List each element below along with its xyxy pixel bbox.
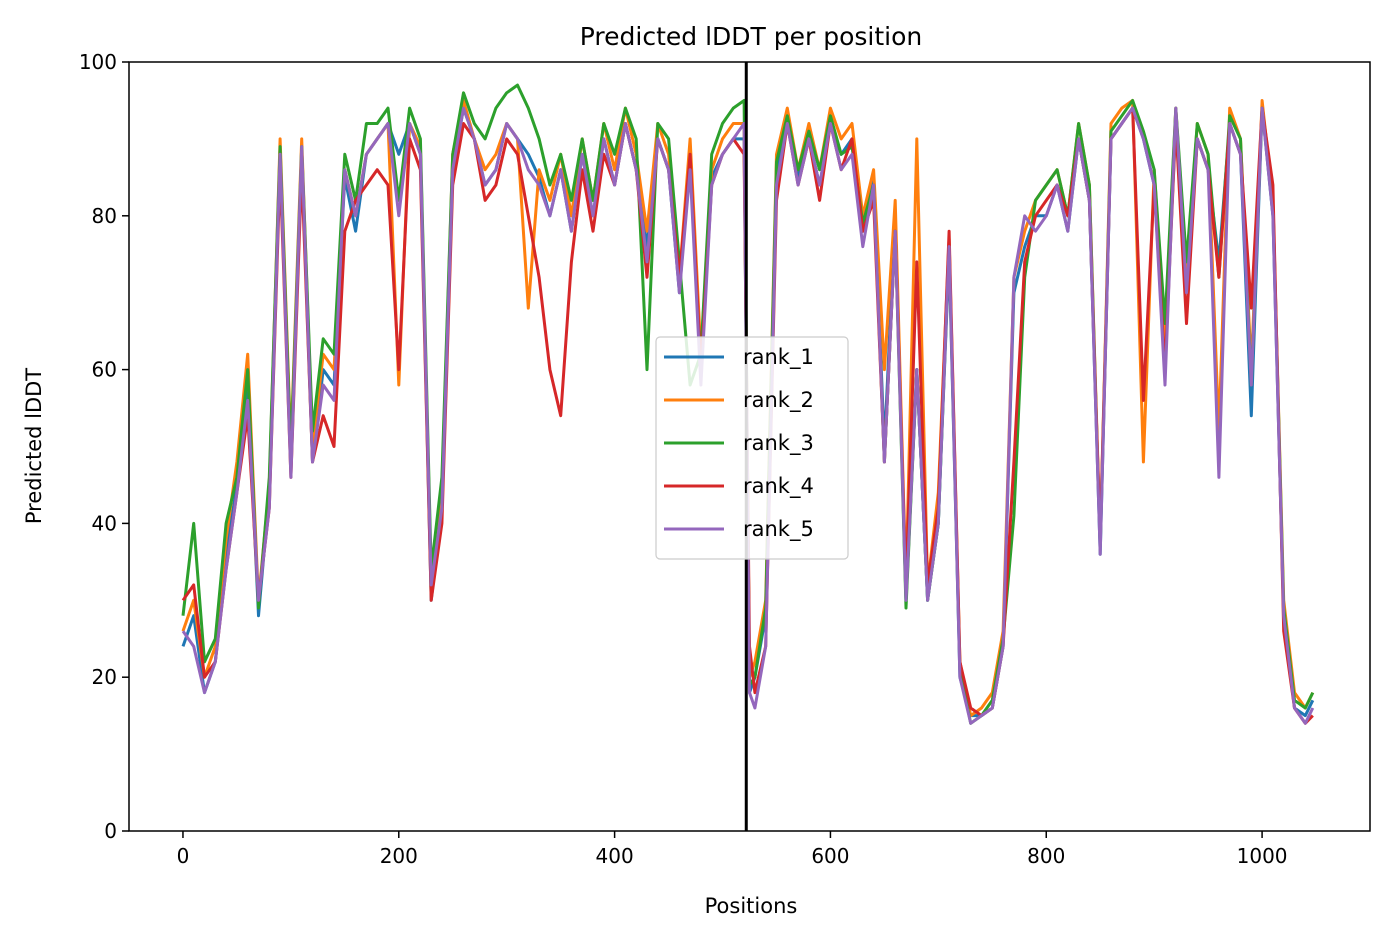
legend-label-rank_1: rank_1: [743, 345, 814, 370]
x-tick-label: 0: [177, 844, 190, 868]
x-axis-label: Positions: [705, 894, 798, 918]
series-layer: [181, 83, 1315, 725]
chart-title: Predicted lDDT per position: [580, 22, 922, 51]
x-tick-label: 600: [811, 844, 849, 868]
x-tick-label: 400: [596, 844, 634, 868]
legend-label-rank_3: rank_3: [743, 431, 814, 456]
legend-label-rank_2: rank_2: [743, 388, 814, 413]
y-tick-label: 60: [92, 358, 117, 382]
legend-box: [655, 336, 849, 560]
axes-frame: [128, 61, 1371, 832]
y-tick-label: 80: [92, 204, 117, 228]
legend-label-rank_4: rank_4: [743, 474, 814, 499]
series-line-rank_5: [181, 106, 1315, 725]
plot-area: [128, 61, 1371, 832]
x-axis-ticks: 0 200 400 600 800 1000: [177, 831, 1288, 868]
y-tick-label: 0: [104, 819, 117, 843]
y-axis-label: Predicted lDDT: [22, 368, 46, 524]
x-tick-label: 800: [1027, 844, 1065, 868]
legend-label-rank_5: rank_5: [743, 517, 814, 542]
y-axis-ticks: 0 20 40 60 80 100: [79, 50, 129, 843]
y-tick-label: 100: [79, 50, 117, 74]
y-tick-label: 20: [92, 665, 117, 689]
x-tick-label: 1000: [1237, 844, 1288, 868]
y-tick-label: 40: [92, 511, 117, 535]
x-tick-label: 200: [380, 844, 418, 868]
legend: rank_1 rank_2 rank_3 rank_4 rank_5: [655, 336, 849, 560]
